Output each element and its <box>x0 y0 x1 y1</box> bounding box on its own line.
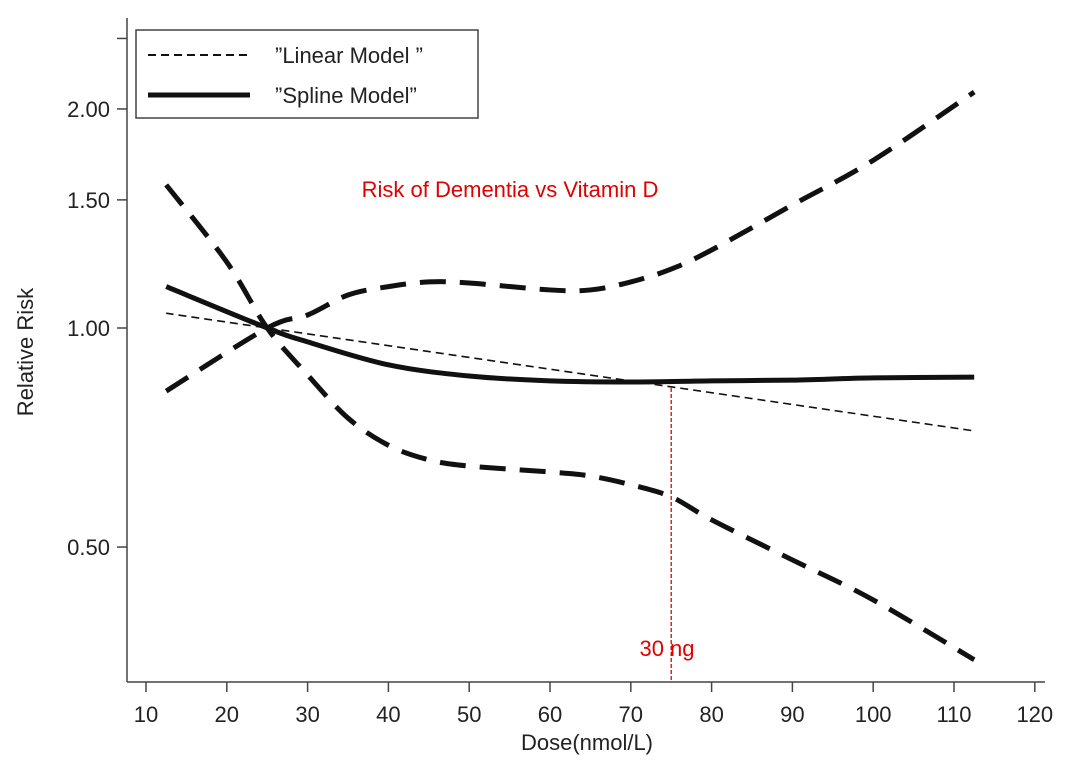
linear-model-line <box>166 312 975 432</box>
x-tick-label: 70 <box>619 702 643 727</box>
x-tick-label: 110 <box>936 702 971 727</box>
x-tick-label: 10 <box>134 702 158 727</box>
x-tick-label: 30 <box>295 702 319 727</box>
series-group <box>164 89 976 662</box>
y-axis-title: Relative Risk <box>13 287 38 416</box>
x-tick-label: 20 <box>215 702 239 727</box>
annotation-title: Risk of Dementia vs Vitamin D <box>362 177 659 202</box>
x-tick-label: 80 <box>699 702 723 727</box>
x-axis-title: Dose(nmol/L) <box>521 730 653 755</box>
x-tick-label: 50 <box>457 702 481 727</box>
y-ticks: 0.50 1.00 1.50 2.00 <box>67 37 127 560</box>
y-tick-label: 0.50 <box>67 535 110 560</box>
x-tick-label: 120 <box>1016 702 1053 727</box>
x-ticks: 10 20 30 40 50 60 70 80 90 100 110 120 <box>134 682 1053 727</box>
y-tick-label: 1.50 <box>67 188 110 213</box>
legend-label-linear: ”Linear Model ” <box>275 43 423 68</box>
upper-ci-line <box>164 89 976 394</box>
x-tick-label: 40 <box>376 702 400 727</box>
axes <box>126 18 1045 683</box>
x-tick-label: 90 <box>780 702 804 727</box>
x-tick-label: 60 <box>538 702 562 727</box>
spline-model-line <box>165 284 975 385</box>
lower-ci-line <box>164 183 976 662</box>
y-tick-label: 2.00 <box>67 97 110 122</box>
legend: ”Linear Model ” ”Spline Model” <box>135 29 479 119</box>
legend-label-spline: ”Spline Model” <box>275 83 417 108</box>
y-tick-label: 1.00 <box>67 316 110 341</box>
legend-box <box>135 29 479 119</box>
x-tick-label: 100 <box>855 702 892 727</box>
annotation-30ng: 30 ng <box>639 636 694 661</box>
